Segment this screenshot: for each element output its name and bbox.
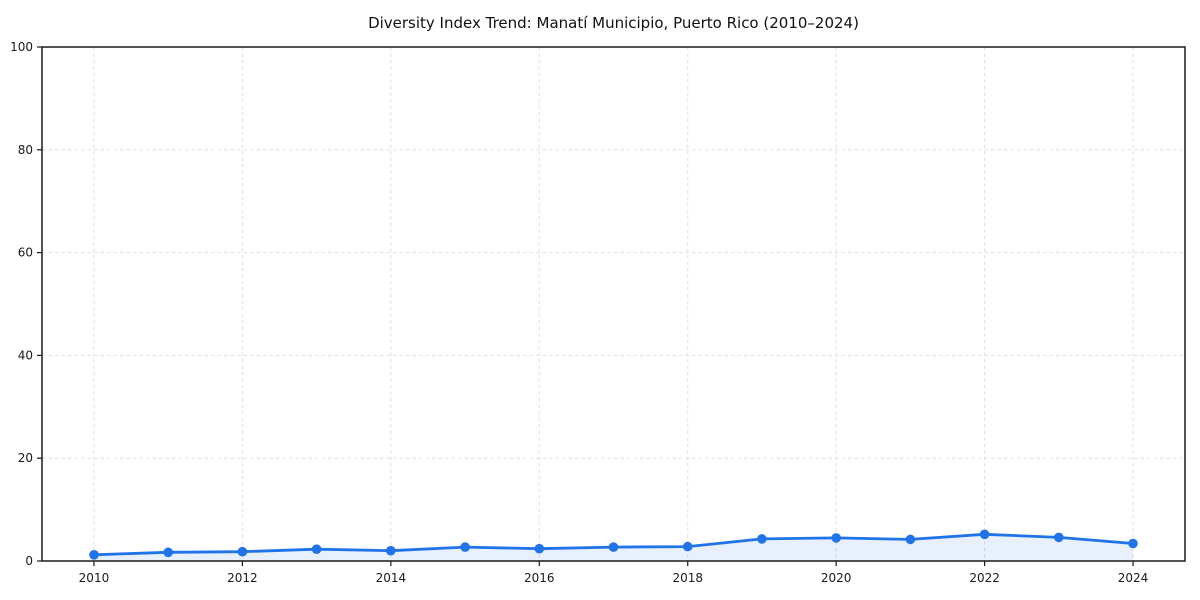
data-point bbox=[1128, 538, 1138, 549]
data-point bbox=[831, 533, 841, 543]
x-tick-label: 2018 bbox=[672, 571, 703, 585]
y-tick-label: 60 bbox=[18, 246, 33, 260]
x-tick-label: 2024 bbox=[1118, 571, 1149, 585]
x-axis: 2010 2012 2014 2016 2018 2020 2022 2024 bbox=[79, 561, 1149, 585]
gridlines bbox=[42, 47, 1185, 561]
data-point bbox=[386, 545, 396, 556]
data-point bbox=[311, 544, 322, 554]
data-point bbox=[905, 534, 916, 545]
x-tick-label: 2014 bbox=[376, 571, 407, 585]
y-tick-label: 80 bbox=[18, 143, 33, 157]
plot-border bbox=[41, 46, 1186, 562]
data-point bbox=[1054, 532, 1064, 543]
data-point bbox=[682, 541, 693, 552]
data-point bbox=[163, 547, 173, 558]
data-points bbox=[89, 529, 1138, 560]
y-tick-label: 100 bbox=[10, 40, 33, 54]
y-axis: 0 20 40 60 80 100 bbox=[10, 40, 42, 568]
data-point bbox=[608, 542, 619, 552]
x-tick-label: 2012 bbox=[227, 571, 258, 585]
y-tick-label: 0 bbox=[25, 554, 33, 568]
data-point bbox=[534, 543, 545, 554]
data-point bbox=[89, 550, 99, 560]
x-tick-label: 2020 bbox=[821, 571, 852, 585]
data-point bbox=[979, 529, 990, 540]
data-point bbox=[237, 546, 248, 557]
data-point bbox=[460, 542, 470, 552]
data-point bbox=[757, 534, 767, 544]
x-tick-label: 2022 bbox=[969, 571, 1000, 585]
x-tick-label: 2010 bbox=[79, 571, 110, 585]
chart-title: Diversity Index Trend: Manatí Municipio,… bbox=[368, 14, 859, 32]
y-tick-label: 20 bbox=[18, 451, 33, 465]
y-tick-label: 40 bbox=[18, 348, 33, 362]
x-tick-label: 2016 bbox=[524, 571, 555, 585]
